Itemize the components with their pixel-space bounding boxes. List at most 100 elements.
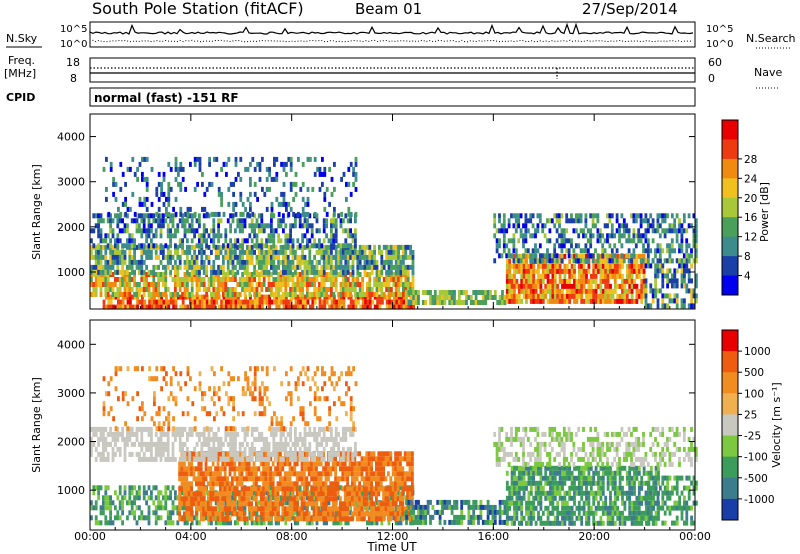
scatter-cell bbox=[262, 496, 265, 502]
scatter-cell bbox=[272, 292, 276, 297]
scatter-cell bbox=[308, 238, 312, 244]
scatter-cell bbox=[315, 491, 318, 497]
scatter-cell bbox=[334, 218, 338, 224]
scatter-cell bbox=[319, 491, 323, 497]
scatter-cell bbox=[245, 516, 249, 522]
scatter-cell bbox=[190, 259, 194, 265]
scatter-cell bbox=[337, 249, 340, 255]
scatter-cell bbox=[270, 264, 273, 270]
scatter-cell bbox=[613, 233, 617, 239]
scatter-cell bbox=[589, 213, 593, 219]
scatter-cell bbox=[249, 176, 252, 182]
scatter-cell bbox=[522, 278, 526, 284]
scatter-cell bbox=[223, 516, 227, 522]
scatter-cell bbox=[253, 243, 256, 249]
scatter-cell bbox=[281, 511, 285, 517]
scatter-cell bbox=[512, 243, 516, 249]
scatter-cell bbox=[390, 254, 393, 260]
scatter-cell bbox=[236, 223, 240, 229]
scatter-cell bbox=[219, 287, 223, 292]
scatter-cell bbox=[241, 272, 244, 277]
scatter-cell bbox=[365, 471, 369, 477]
scatter-cell bbox=[267, 495, 271, 501]
scatter-cell bbox=[339, 451, 342, 457]
scatter-cell bbox=[199, 481, 203, 487]
scatter-cell bbox=[186, 520, 189, 526]
scatter-cell bbox=[169, 269, 172, 275]
scatter-cell bbox=[90, 228, 93, 234]
scatter-cell bbox=[310, 264, 314, 270]
scatter-cell bbox=[317, 516, 321, 522]
scatter-cell bbox=[214, 496, 217, 502]
scatter-cell bbox=[241, 264, 244, 270]
scatter-cell bbox=[666, 283, 669, 289]
scatter-cell bbox=[409, 287, 412, 292]
scatter-cell bbox=[558, 213, 561, 219]
scatter-cell bbox=[97, 254, 100, 260]
scatter-cell bbox=[306, 156, 310, 162]
scatter-cell bbox=[287, 211, 291, 217]
scatter-cell bbox=[656, 303, 660, 309]
scatter-cell bbox=[195, 218, 199, 224]
scatter-cell bbox=[336, 486, 340, 492]
scatter-cell bbox=[297, 294, 300, 300]
scatter-cell bbox=[90, 264, 93, 270]
scatter-cell bbox=[145, 228, 148, 234]
scatter-cell bbox=[172, 304, 175, 310]
scatter-cell bbox=[193, 299, 197, 305]
scatter-cell bbox=[306, 264, 309, 270]
scatter-cell bbox=[382, 501, 385, 507]
scatter-cell bbox=[353, 496, 357, 502]
scatter-cell bbox=[308, 244, 312, 250]
cpid-panel-frame bbox=[89, 87, 696, 107]
scatter-cell bbox=[138, 282, 141, 287]
scatter-cell bbox=[577, 278, 581, 284]
scatter-cell bbox=[498, 295, 502, 300]
scatter-cell bbox=[341, 476, 345, 482]
scatter-cell bbox=[675, 283, 679, 289]
scatter-cell bbox=[245, 501, 249, 507]
scatter-cell bbox=[104, 515, 108, 521]
scatter-cell bbox=[685, 243, 689, 249]
scatter-cell bbox=[283, 471, 287, 477]
scatter-cell bbox=[130, 238, 134, 244]
scatter-cell bbox=[315, 496, 318, 502]
scatter-cell bbox=[205, 254, 208, 260]
scatter-cell bbox=[193, 264, 196, 270]
scatter-cell bbox=[561, 293, 564, 299]
scatter-cell bbox=[623, 298, 627, 304]
scatter-cell bbox=[247, 506, 251, 512]
scatter-cell bbox=[286, 233, 290, 239]
scatter-cell bbox=[319, 486, 323, 492]
scatter-cell bbox=[604, 268, 608, 274]
scatter-cell bbox=[635, 263, 639, 269]
scatter-cell bbox=[505, 293, 509, 299]
scatter-cell bbox=[183, 466, 186, 472]
scatter-cell bbox=[150, 249, 153, 255]
scatter-cell bbox=[162, 249, 165, 255]
scatter-cell bbox=[231, 506, 234, 512]
scatter-cell bbox=[361, 282, 364, 287]
scatter-cell bbox=[675, 228, 679, 234]
scatter-cell bbox=[229, 223, 232, 229]
scatter-cell bbox=[515, 298, 519, 304]
scatter-cell bbox=[159, 213, 163, 219]
scatter-cell bbox=[441, 295, 444, 300]
scatter-cell bbox=[286, 471, 289, 477]
scatter-cell bbox=[133, 292, 136, 297]
scatter-cell bbox=[164, 282, 168, 287]
scatter-cell bbox=[563, 253, 567, 259]
scatter-cell bbox=[238, 264, 242, 270]
scatter-cell bbox=[217, 264, 220, 270]
scatter-cell bbox=[214, 506, 217, 512]
scatter-cell bbox=[138, 490, 141, 496]
scatter-cell bbox=[289, 223, 292, 229]
scatter-cell bbox=[367, 481, 371, 487]
scatter-cell bbox=[307, 496, 311, 502]
scatter-cell bbox=[320, 254, 324, 260]
scatter-cell bbox=[104, 520, 108, 526]
scatter-cell bbox=[345, 196, 348, 202]
scatter-cell bbox=[221, 481, 225, 487]
scatter-cell bbox=[322, 501, 325, 507]
scatter-cell bbox=[306, 243, 309, 249]
